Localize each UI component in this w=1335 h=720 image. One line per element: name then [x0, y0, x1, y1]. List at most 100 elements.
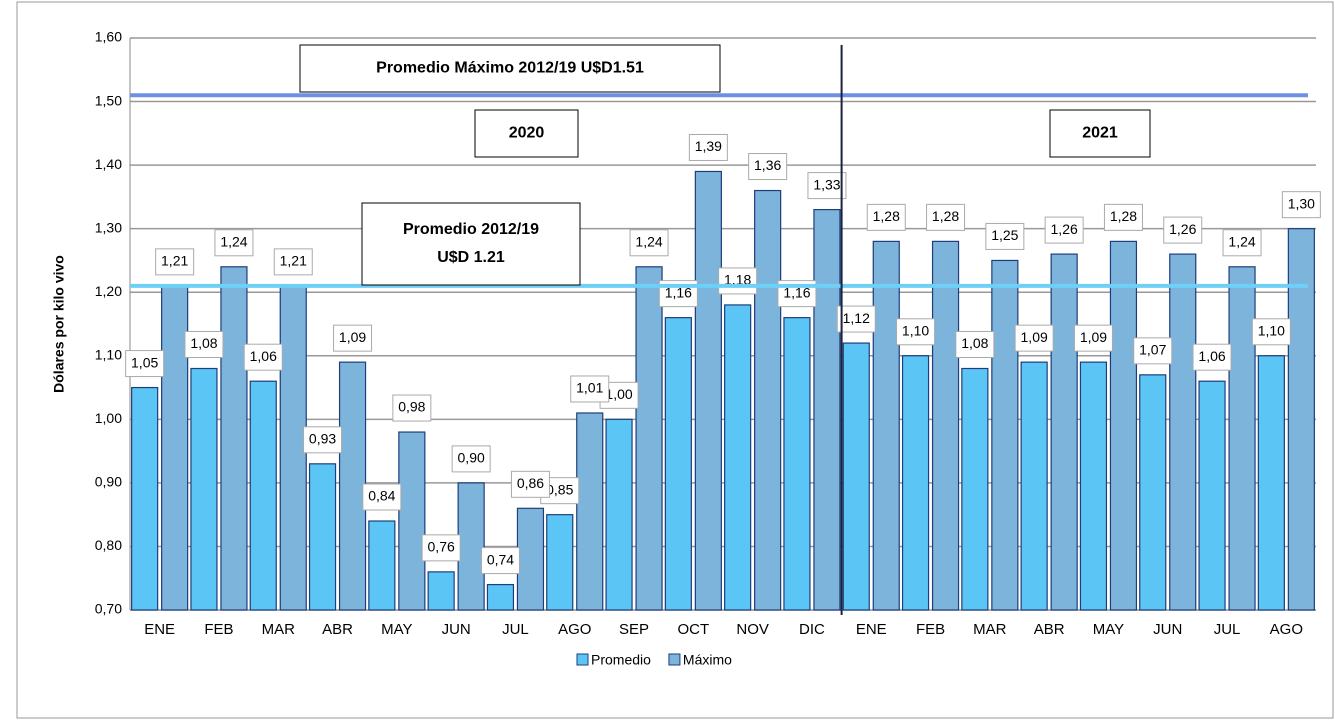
- data-label-box: [629, 229, 669, 257]
- bar: [368, 520, 396, 611]
- data-label: 1,36: [754, 157, 781, 173]
- data-label-box: [748, 153, 788, 181]
- legend-label: Máximo: [683, 652, 732, 668]
- data-label: 0,76: [428, 539, 455, 555]
- bar: [249, 380, 277, 611]
- y-tick-label: 1,50: [95, 92, 122, 108]
- data-label-box: [926, 203, 966, 231]
- data-label-box: [807, 172, 847, 200]
- data-label: 1,16: [783, 284, 810, 300]
- annotation-box: [361, 202, 581, 286]
- x-tick-label: JUN: [1153, 621, 1182, 638]
- x-tick-label: FEB: [916, 621, 945, 638]
- data-label: 1,09: [339, 329, 366, 345]
- x-tick-label: JUL: [1214, 621, 1241, 638]
- data-label-box: [392, 394, 432, 422]
- annotation: 2021: [1082, 125, 1118, 142]
- data-label: 1,18: [724, 272, 751, 288]
- bar: [1198, 380, 1226, 611]
- data-label-box: [1044, 216, 1084, 244]
- bar: [842, 342, 870, 611]
- bar: [783, 317, 811, 611]
- data-label: 1,00: [605, 386, 632, 402]
- data-label-box: [1251, 318, 1291, 346]
- bar: [724, 304, 752, 611]
- y-tick-label: 1,10: [95, 346, 122, 362]
- x-tick-label: NOV: [736, 621, 769, 638]
- bar: [131, 386, 159, 611]
- y-axis-label: Dólares por kilo vivo: [51, 255, 67, 393]
- bar: [991, 259, 1019, 611]
- data-label: 1,39: [695, 138, 722, 154]
- data-label-box: [303, 426, 343, 454]
- bar: [1020, 361, 1048, 611]
- bar: [872, 240, 900, 611]
- bar: [931, 240, 960, 611]
- data-label: 1,28: [873, 208, 900, 224]
- x-tick-label: ABR: [1034, 621, 1065, 638]
- data-label-box: [1192, 343, 1232, 371]
- x-tick-label: ENE: [856, 621, 887, 638]
- data-label: 0,74: [487, 551, 514, 567]
- data-label: 1,09: [1021, 329, 1048, 345]
- legend-swatch: [576, 653, 589, 666]
- data-label-box: [273, 248, 313, 276]
- bar: [457, 482, 485, 611]
- x-tick-label: OCT: [678, 621, 710, 638]
- data-label-box: [125, 350, 165, 378]
- data-label: 1,33: [813, 176, 840, 192]
- annotation-box: [299, 44, 721, 93]
- data-label: 1,28: [932, 208, 959, 224]
- bar: [1169, 253, 1197, 611]
- bar: [1079, 361, 1108, 611]
- x-tick-label: ABR: [322, 621, 353, 638]
- data-label-box: [451, 445, 491, 473]
- data-label: 1,28: [1110, 208, 1137, 224]
- bar: [1257, 355, 1285, 611]
- annotation-box: [1049, 109, 1151, 158]
- data-label-box: [184, 330, 224, 358]
- bar: [338, 361, 367, 611]
- y-tick-label: 0,70: [95, 601, 122, 617]
- data-label-box: [1222, 229, 1262, 257]
- data-label: 1,10: [1258, 322, 1285, 338]
- data-label-box: [1281, 191, 1321, 219]
- data-label: 1,08: [961, 335, 988, 351]
- data-label-box: [480, 547, 520, 575]
- x-tick-label: JUL: [502, 621, 529, 638]
- bar: [516, 507, 545, 611]
- data-label: 1,09: [1080, 329, 1107, 345]
- data-label: 1,08: [190, 335, 217, 351]
- data-label-box: [896, 318, 936, 346]
- bar: [664, 317, 692, 611]
- data-label: 1,30: [1288, 195, 1315, 211]
- bar: [605, 418, 633, 611]
- bar: [161, 285, 189, 611]
- data-label-box: [362, 483, 402, 511]
- data-label: 1,24: [1228, 234, 1255, 250]
- bar: [576, 412, 604, 611]
- data-label-box: [955, 330, 995, 358]
- data-label-box: [1163, 216, 1203, 244]
- x-tick-label: DIC: [799, 621, 825, 638]
- bar: [694, 170, 722, 611]
- data-label-box: [570, 375, 610, 403]
- y-tick-label: 0,80: [95, 537, 122, 553]
- data-label: 1,10: [902, 322, 929, 338]
- data-label-box: [214, 229, 254, 257]
- data-label-box: [1073, 324, 1113, 352]
- data-label: 1,01: [576, 380, 603, 396]
- data-label-box: [421, 534, 461, 562]
- y-tick-label: 1,30: [95, 219, 122, 235]
- x-tick-label: MAR: [973, 621, 1007, 638]
- data-label-box: [718, 267, 758, 295]
- data-label: 1,16: [665, 284, 692, 300]
- x-tick-label: MAY: [381, 621, 412, 638]
- data-label: 1,26: [1051, 221, 1078, 237]
- x-tick-label: FEB: [204, 621, 233, 638]
- annotation: Promedio Máximo 2012/19 U$D1.51: [376, 60, 644, 77]
- bar: [427, 571, 455, 611]
- bar: [546, 514, 574, 611]
- bar: [1287, 228, 1315, 611]
